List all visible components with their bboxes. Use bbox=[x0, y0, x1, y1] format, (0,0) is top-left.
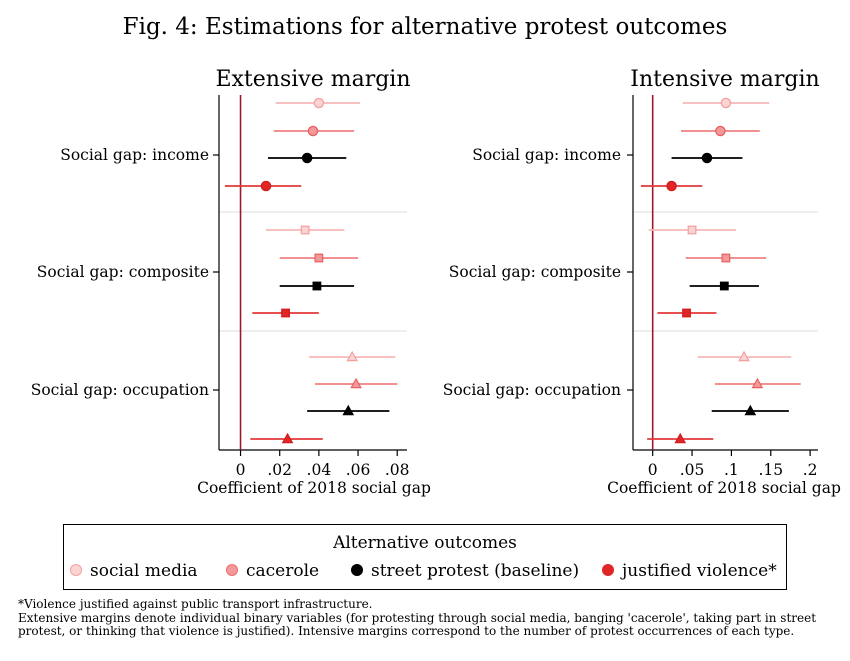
panel-title: Intensive margin bbox=[630, 67, 819, 92]
x-tick-label: .06 bbox=[346, 461, 371, 479]
footnote-1: *Violence justified against public trans… bbox=[18, 597, 373, 611]
x-axis-label: Coefficient of 2018 social gap bbox=[197, 479, 431, 497]
series-justified-violence-point bbox=[666, 180, 677, 192]
series-social-media-point bbox=[738, 350, 750, 362]
legend: Alternative outcomes social media cacero… bbox=[63, 524, 787, 590]
legend-marker-street-protest bbox=[351, 563, 363, 576]
series-justified-violence-point bbox=[682, 308, 691, 318]
series-street-protest-baseline-point bbox=[701, 152, 713, 164]
legend-item-justified-violence: justified violence* bbox=[602, 561, 777, 581]
x-tick-label: .08 bbox=[385, 461, 410, 479]
panel-intensive-margin: Intensive margin Social gap: income Social… bbox=[443, 67, 841, 497]
legend-item-cacerole: cacerole bbox=[226, 561, 319, 581]
chart-area: Extensive margin Social gap: income Social… bbox=[31, 67, 841, 497]
x-tick-label: .04 bbox=[307, 461, 332, 479]
series-cacerole-point bbox=[350, 377, 362, 389]
series-justified-violence-point bbox=[281, 308, 290, 318]
series-social-media-point bbox=[313, 97, 325, 109]
y-tick-label: Social gap: income bbox=[472, 146, 621, 164]
series-street-protest-baseline-point bbox=[312, 281, 322, 291]
legend-marker-justified-violence bbox=[602, 563, 614, 576]
series-justified-violence-point bbox=[281, 432, 294, 444]
series-justified-violence-point bbox=[674, 432, 687, 444]
series-street-protest-baseline-point bbox=[744, 404, 757, 416]
series-social-media-point bbox=[720, 97, 732, 109]
y-tick-label: Social gap: occupation bbox=[31, 381, 209, 399]
x-tick-label: .05 bbox=[680, 461, 705, 479]
footnotes: *Violence justified against public trans… bbox=[18, 597, 838, 639]
legend-item-social-media: social media bbox=[70, 561, 198, 581]
x-tick-label: 0 bbox=[648, 461, 658, 479]
series-cacerole-point bbox=[314, 253, 324, 263]
footnote-2: Extensive margins denote individual bina… bbox=[18, 610, 817, 625]
series-social-media-point bbox=[300, 225, 310, 235]
x-tick-label: .02 bbox=[267, 461, 292, 479]
x-axis-label: Coefficient of 2018 social gap bbox=[607, 479, 841, 497]
y-tick-label: Social gap: composite bbox=[37, 263, 209, 281]
legend-marker-social-media bbox=[70, 563, 82, 576]
legend-marker-cacerole bbox=[226, 563, 238, 576]
legend-label-social-media: social media bbox=[90, 561, 198, 581]
legend-label-street-protest: street protest (baseline) bbox=[371, 561, 580, 581]
panel-title: Extensive margin bbox=[215, 67, 410, 92]
y-tick-label: Social gap: occupation bbox=[443, 381, 621, 399]
series-cacerole-point bbox=[307, 125, 319, 137]
x-tick-label: .15 bbox=[758, 461, 783, 479]
legend-title: Alternative outcomes bbox=[333, 533, 517, 553]
series-cacerole-point bbox=[715, 125, 726, 137]
series-cacerole-point bbox=[751, 377, 764, 389]
series-cacerole-point bbox=[721, 253, 731, 263]
x-tick-label: .1 bbox=[724, 461, 739, 479]
legend-label-cacerole: cacerole bbox=[246, 561, 320, 581]
series-social-media-point bbox=[346, 350, 358, 362]
series-street-protest-baseline-point bbox=[719, 281, 729, 291]
series-social-media-point bbox=[687, 225, 697, 235]
y-tick-label: Social gap: composite bbox=[449, 263, 621, 281]
series-street-protest-baseline-point bbox=[301, 152, 313, 164]
legend-label-justified-violence: justified violence* bbox=[622, 561, 777, 581]
series-street-protest-baseline-point bbox=[342, 404, 355, 416]
x-tick-label: .2 bbox=[803, 461, 818, 479]
figure-title: Fig. 4: Estimations for alternative prot… bbox=[122, 14, 728, 40]
footnote-3: protest, or thinking that violence is ju… bbox=[18, 624, 795, 638]
series-justified-violence-point bbox=[260, 180, 272, 192]
panel-extensive-margin: Extensive margin Social gap: income Social… bbox=[31, 67, 431, 497]
y-tick-label: Social gap: income bbox=[60, 146, 209, 164]
x-tick-label: 0 bbox=[236, 461, 246, 479]
legend-item-street-protest: street protest (baseline) bbox=[351, 561, 579, 581]
